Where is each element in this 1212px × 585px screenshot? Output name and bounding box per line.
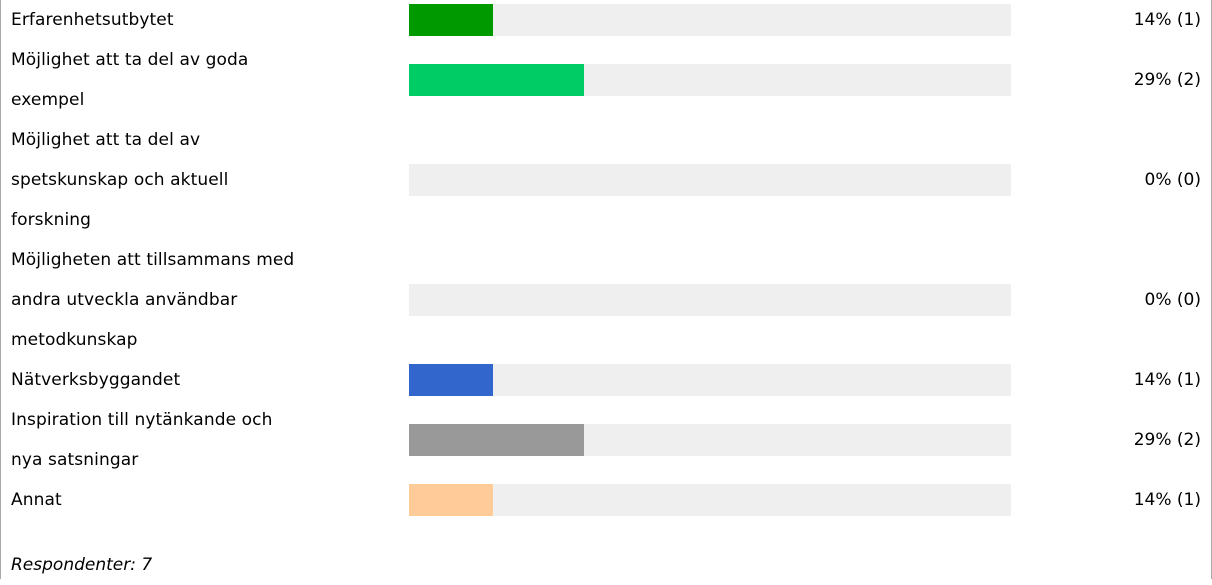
value-label: 14% (1)	[1133, 10, 1201, 30]
chart-row: Annat 14% (1)	[1, 480, 1211, 520]
chart-row: Möjlighet att ta del av spetskunskap och…	[1, 120, 1211, 240]
bar-track	[409, 364, 1011, 396]
chart-row: Inspiration till nytänkande och nya sats…	[1, 400, 1211, 480]
value-label: 29% (2)	[1133, 430, 1201, 450]
bar	[409, 364, 493, 396]
bar-track	[409, 64, 1011, 96]
bar-track	[409, 284, 1011, 316]
value-label: 0% (0)	[1144, 290, 1201, 310]
respondent-count: Respondenter: 7	[11, 555, 153, 575]
value-label: 14% (1)	[1133, 370, 1201, 390]
bar	[409, 64, 584, 96]
category-label: Nätverksbyggandet	[11, 370, 181, 390]
value-label: 29% (2)	[1133, 70, 1201, 90]
chart-row: Nätverksbyggandet 14% (1)	[1, 360, 1211, 400]
bar	[409, 484, 493, 516]
category-label: Möjlighet att ta del av goda exempel	[11, 50, 249, 110]
bar	[409, 4, 493, 36]
category-label: Möjlighet att ta del av spetskunskap och…	[11, 130, 229, 230]
category-label: Inspiration till nytänkande och nya sats…	[11, 410, 273, 470]
bar-track	[409, 164, 1011, 196]
bar-track	[409, 424, 1011, 456]
value-label: 14% (1)	[1133, 490, 1201, 510]
bar	[409, 424, 584, 456]
category-label: Annat	[11, 490, 62, 510]
chart-row: Möjligheten att tillsammans med andra ut…	[1, 240, 1211, 360]
chart-row: Erfarenhetsutbytet 14% (1)	[1, 0, 1211, 40]
bar-track	[409, 484, 1011, 516]
category-label: Erfarenhetsutbytet	[11, 10, 174, 30]
value-label: 0% (0)	[1144, 170, 1201, 190]
bar-track	[409, 4, 1011, 36]
category-label: Möjligheten att tillsammans med andra ut…	[11, 250, 295, 350]
chart-row: Möjlighet att ta del av goda exempel 29% …	[1, 40, 1211, 120]
